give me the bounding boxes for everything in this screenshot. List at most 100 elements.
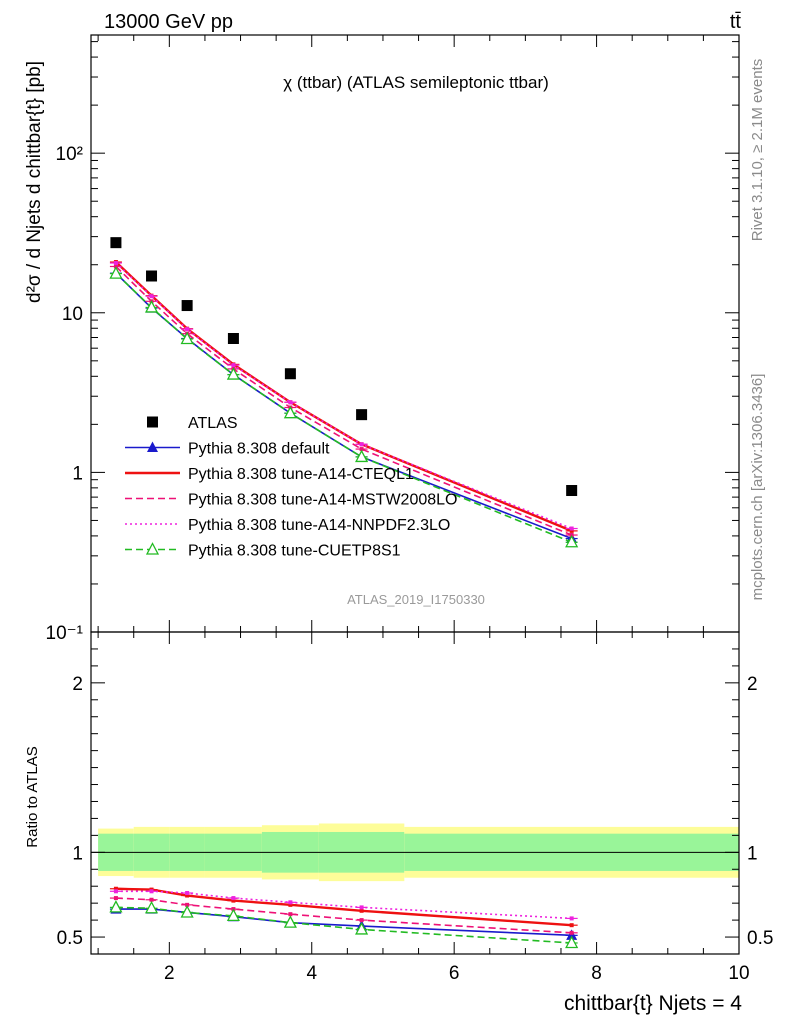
energy-label: 13000 GeV pp xyxy=(104,11,233,33)
data-point xyxy=(284,368,296,380)
x-axis-label: chittbar{t} Njets = 4 xyxy=(564,992,742,1015)
legend-entry-atlas: ATLAS xyxy=(147,415,238,432)
y-tick-label: 10² xyxy=(56,144,83,165)
legend-label: Pythia 8.308 tune-A14-MSTW2008LO xyxy=(188,492,457,509)
data-point xyxy=(356,409,368,421)
data-point xyxy=(231,896,236,901)
legend-entry-pythia-8-308-default: Pythia 8.308 default xyxy=(125,441,330,458)
x-tick-label: 10 xyxy=(728,963,749,984)
legend: ATLAS Pythia 8.308 default Pythia 8.308 tu… xyxy=(125,415,457,560)
data-point xyxy=(288,900,293,905)
ratio-y-tick-label: 0.5 xyxy=(747,928,773,949)
data-point xyxy=(113,889,118,894)
data-point xyxy=(113,261,118,266)
plot-title: χ (ttbar) (ATLAS semileptonic ttbar) xyxy=(283,73,549,92)
x-tick-label: 8 xyxy=(591,963,602,984)
data-point xyxy=(144,900,159,914)
data-point xyxy=(110,237,122,249)
series-pythia-8-308-tune-cuetp8s1 xyxy=(109,266,579,548)
data-point xyxy=(180,331,194,345)
data-point xyxy=(180,905,194,918)
analysis-watermark: ATLAS_2019_I1750330 xyxy=(347,592,485,607)
x-tick-label: 2 xyxy=(164,963,175,984)
data-point xyxy=(149,294,154,299)
data-point xyxy=(359,908,364,913)
data-point xyxy=(355,449,369,463)
legend-label: Pythia 8.308 tune-CUETP8S1 xyxy=(188,543,401,560)
legend-marker xyxy=(145,542,160,555)
data-point xyxy=(227,333,239,345)
data-point xyxy=(569,916,574,921)
data-point xyxy=(185,902,190,907)
main-series-group xyxy=(109,237,579,548)
ratio-uncertainty-bands xyxy=(91,823,739,882)
legend-label: ATLAS xyxy=(188,415,238,432)
data-point xyxy=(569,526,574,531)
legend-marker xyxy=(147,416,158,428)
legend-label: Pythia 8.308 tune-A14-CTEQL1 xyxy=(188,466,414,483)
legend-entry-pythia-8-308-tune-cuetp8s1: Pythia 8.308 tune-CUETP8S1 xyxy=(125,542,401,560)
data-point xyxy=(144,300,159,313)
data-point xyxy=(185,890,190,895)
main-axis-ticks: 10⁻¹ 1 10 10² xyxy=(46,35,740,644)
y-tick-label: 10⁻¹ xyxy=(46,623,84,644)
data-point xyxy=(566,485,578,497)
data-point xyxy=(569,930,574,935)
series-pythia-8-308-tune-a14-cteql1 xyxy=(109,886,578,928)
data-point xyxy=(355,922,369,935)
ratio-y-tick-label: 2 xyxy=(747,674,758,695)
process-label: tt̄ xyxy=(730,11,742,33)
data-point xyxy=(565,935,579,949)
legend-entry-pythia-8-308-tune-a14-mstw2008lo: Pythia 8.308 tune-A14-MSTW2008LO xyxy=(125,492,457,509)
data-point xyxy=(288,400,293,405)
series-atlas xyxy=(110,237,578,497)
data-point xyxy=(283,915,297,928)
y-tick-label: 10 xyxy=(62,304,83,325)
data-point xyxy=(359,442,364,447)
series-pythia-8-308-tune-a14-mstw2008lo xyxy=(109,896,578,935)
ratio-plot-frame xyxy=(90,631,740,955)
data-point xyxy=(109,266,123,279)
data-point xyxy=(569,528,574,533)
series-pythia-8-308-tune-cuetp8s1 xyxy=(109,899,579,949)
data-point xyxy=(181,300,193,312)
data-point xyxy=(231,898,236,903)
data-point xyxy=(226,367,240,380)
ratio-series-group xyxy=(109,886,579,949)
legend-entry-pythia-8-308-tune-a14-nnpdf2-3lo: Pythia 8.308 tune-A14-NNPDF2.3LO xyxy=(125,517,450,534)
data-point xyxy=(565,534,579,548)
legend-entry-pythia-8-308-tune-a14-cteql1: Pythia 8.308 tune-A14-CTEQL1 xyxy=(125,466,414,483)
legend-label: Pythia 8.308 tune-A14-NNPDF2.3LO xyxy=(188,517,450,534)
rivet-version-label: Rivet 3.1.10, ≥ 2.1M events xyxy=(749,59,766,242)
x-tick-label: 6 xyxy=(449,963,460,984)
data-point xyxy=(185,893,190,898)
data-point xyxy=(359,447,364,452)
series-line xyxy=(115,887,572,927)
ratio-axis-ticks: 2 4 6 8 10 0.5 0.5 1 1 2 2 xyxy=(57,632,773,984)
ratio-y-tick-label: 1 xyxy=(747,843,758,864)
data-point xyxy=(146,270,158,282)
data-point xyxy=(288,902,293,907)
data-point xyxy=(149,889,154,894)
data-point xyxy=(231,363,236,368)
legend-marker xyxy=(147,441,158,452)
ratio-y-tick-label: 1 xyxy=(72,843,83,864)
data-point xyxy=(283,405,297,419)
main-y-axis-label: d²σ / d Njets d chittbar{t} [pb] xyxy=(24,61,45,303)
ratio-y-tick-label: 0.5 xyxy=(57,928,83,949)
data-point xyxy=(149,897,154,902)
data-point xyxy=(226,908,240,922)
data-point xyxy=(359,905,364,910)
legend-label: Pythia 8.308 default xyxy=(188,441,330,458)
data-point xyxy=(569,923,574,928)
data-point xyxy=(109,899,123,913)
y-tick-label: 1 xyxy=(72,463,83,484)
data-point xyxy=(113,896,118,901)
data-point xyxy=(185,327,190,332)
x-tick-label: 4 xyxy=(306,963,317,984)
mcplots-credit-label: mcplots.cern.ch [arXiv:1306.3436] xyxy=(749,374,766,601)
series-pythia-8-308-tune-a14-nnpdf2-3lo xyxy=(109,261,578,531)
series-pythia-8-308-tune-a14-nnpdf2-3lo xyxy=(109,889,578,921)
data-point xyxy=(359,918,364,923)
